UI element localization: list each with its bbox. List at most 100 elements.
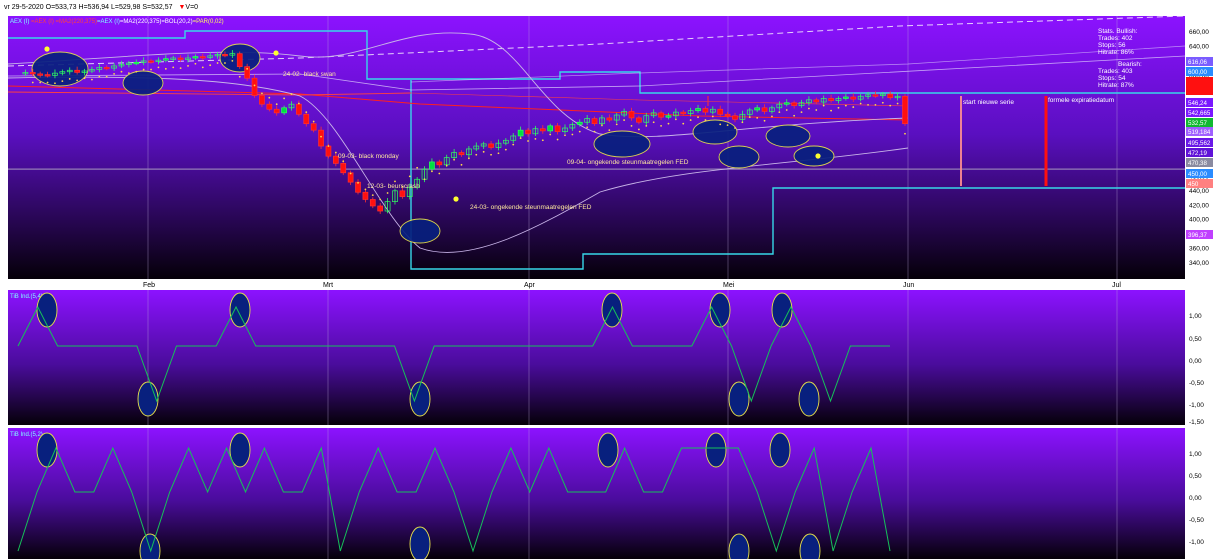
annotation-fed-1: 24-03- ongekende steunmaatregelen FED: [470, 204, 592, 211]
sar-dot: [91, 78, 93, 81]
price-tags: 616,06 600,00 546,24 542,665 532,57 519,184 49…: [1186, 57, 1213, 239]
candle-body: [820, 98, 827, 103]
osc1-y-label: 1,00: [1189, 313, 1202, 320]
candle-body: [488, 143, 494, 148]
candle-body: [879, 93, 886, 96]
bollinger-upper: [7, 32, 909, 138]
sar-dot: [209, 64, 212, 67]
sar-dot: [623, 119, 626, 121]
annotation-start-serie: start nieuwe serie: [963, 99, 1014, 106]
sar-dot: [534, 137, 537, 140]
candle-body: [680, 111, 687, 114]
signal-dot: [453, 196, 459, 202]
candle-body: [74, 69, 80, 73]
candle-body: [89, 69, 95, 72]
sar-dot: [512, 143, 515, 146]
sar-dot: [615, 123, 618, 126]
candle-body: [44, 74, 51, 77]
sar-dot: [253, 84, 256, 87]
sar-dot: [39, 81, 42, 84]
sar-dot: [187, 65, 189, 67]
price-tag-bg: [1186, 57, 1213, 66]
candle-body: [776, 103, 783, 109]
y-axis-label: 640,00: [1189, 43, 1209, 50]
candle-body: [717, 108, 724, 115]
candle-body: [414, 178, 420, 188]
stats-bullish-title: Stats. Bullish:: [1098, 28, 1138, 35]
sar-dot: [349, 172, 352, 175]
sar-dot: [771, 115, 773, 118]
x-axis-label: Jul: [1112, 282, 1121, 289]
signal-dot: [273, 50, 279, 56]
sar-dot: [785, 109, 788, 111]
sar-dot: [31, 81, 34, 84]
candle-body: [259, 95, 265, 105]
candle-body: [59, 71, 66, 74]
y-axis-label: 440,00: [1189, 188, 1209, 195]
price-tag-label: 470,38: [1188, 160, 1207, 167]
candle-body: [266, 103, 273, 110]
x-axis-label: Mrt: [323, 282, 333, 289]
candle-body: [473, 145, 480, 150]
stats-box: Stats. Bullish: Trades: 402 Stops: 56 Hi…: [1098, 28, 1142, 89]
parabolic-sar: [31, 46, 906, 202]
candle-body: [222, 54, 228, 57]
sar-dot: [371, 194, 374, 197]
sar-dot: [719, 123, 722, 126]
sar-dot: [379, 198, 382, 201]
sar-dot: [704, 119, 707, 121]
candle-body: [406, 186, 413, 197]
candle-body: [495, 142, 502, 148]
candle-body: [636, 117, 642, 123]
sar-dot: [726, 124, 729, 127]
candle-body: [894, 95, 901, 99]
sar-dot: [667, 122, 670, 125]
candle-body: [510, 135, 517, 141]
candle-body: [118, 64, 125, 67]
sar-dot: [172, 66, 175, 69]
candle-body: [155, 59, 162, 63]
white-dashed-trend: [7, 16, 1186, 67]
osc1-y-label: -1,50: [1189, 419, 1204, 426]
stats-bearish-title: Bearish:: [1118, 61, 1142, 68]
signal-ellipse: [718, 145, 760, 169]
annotation-beurscrash: 12-03- beurscrash: [367, 183, 420, 190]
stats-bull-stops: Stops: 56: [1098, 42, 1126, 49]
candle-body: [547, 125, 554, 132]
sar-dot: [867, 104, 869, 106]
candle-body: [843, 96, 849, 99]
signal-dot: [815, 153, 821, 159]
price-tag-label: 519,184: [1188, 129, 1211, 136]
sar-dot: [564, 134, 566, 137]
sar-dot: [290, 93, 293, 95]
sar-dot: [549, 133, 552, 136]
sar-dot: [246, 67, 249, 70]
sar-dot: [490, 153, 492, 156]
candle-body: [207, 55, 214, 58]
candle-body: [126, 62, 132, 65]
x-axis-label: Feb: [143, 282, 155, 289]
sar-dot: [46, 81, 49, 84]
sar-dot: [904, 132, 906, 135]
sar-dot: [54, 82, 56, 85]
candle-body: [177, 57, 184, 60]
price-tag-label: 600,00: [1188, 69, 1207, 76]
sar-dot: [889, 104, 892, 107]
sar-dot: [822, 104, 825, 107]
sar-dot: [556, 138, 559, 141]
annotation-black-swan: 24-02- black swan: [283, 71, 336, 78]
cyan-level-upper: [8, 30, 1185, 94]
sar-dot: [711, 115, 714, 118]
sar-dot: [497, 152, 500, 155]
stats-bear-hitrate: Hitrate: 87%: [1098, 82, 1134, 89]
candle-body: [643, 115, 650, 123]
sar-dot: [593, 130, 596, 133]
sar-dot: [357, 181, 359, 184]
candle-body: [296, 103, 302, 115]
candle-body: [665, 115, 672, 118]
sar-dot: [482, 150, 485, 153]
osc1-ellipse: [36, 292, 58, 328]
candle-body: [857, 95, 864, 100]
y-axis-label: 360,00: [1189, 246, 1209, 253]
